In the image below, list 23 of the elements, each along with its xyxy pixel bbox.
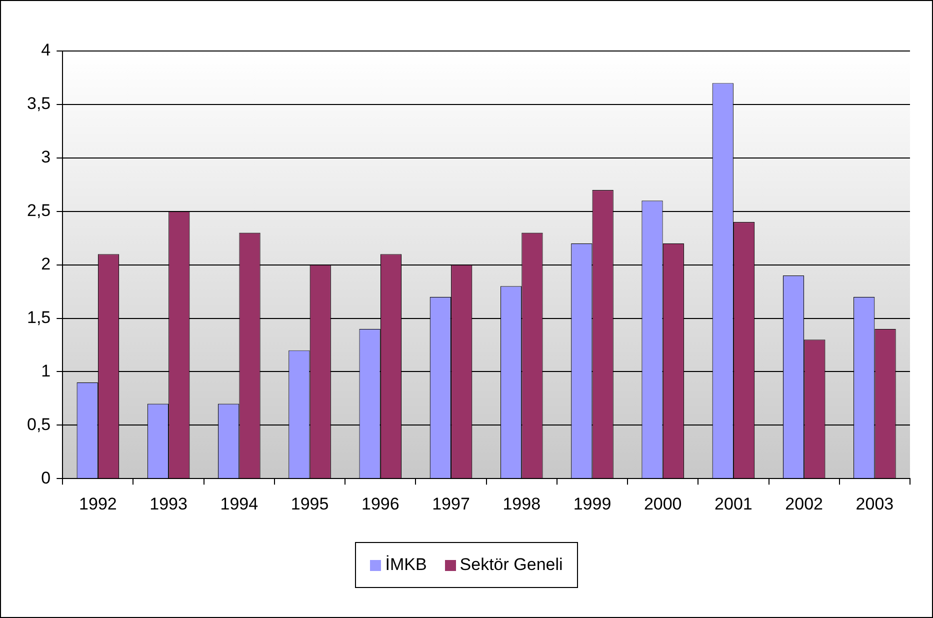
y-tick-label: 1,5	[26, 308, 51, 327]
x-tick-label: 1997	[432, 494, 470, 514]
x-tick-label: 1996	[361, 494, 400, 514]
y-tick-label: 4	[41, 40, 51, 60]
y-tick-label: 0,5	[26, 414, 51, 434]
legend-label: İMKB	[385, 555, 427, 575]
y-tick-label: 1	[41, 361, 51, 380]
x-tick-label: 1999	[573, 494, 612, 514]
legend-label: Sektör Geneli	[460, 555, 563, 575]
y-tick-label: 0	[41, 468, 51, 488]
x-tick-label: 1992	[79, 494, 117, 514]
y-tick-label: 3,5	[26, 94, 51, 114]
x-tick-label: 2003	[856, 494, 894, 514]
y-tick-label: 2,5	[26, 201, 51, 220]
y-tick-label: 2	[41, 254, 51, 274]
x-tick-label: 1998	[502, 494, 541, 514]
x-tick-label: 2000	[644, 494, 682, 514]
x-tick-label: 1995	[290, 494, 329, 514]
y-tick-label: 3	[41, 148, 51, 167]
x-tick-label: 2002	[785, 494, 823, 514]
x-tick-label: 1993	[150, 494, 188, 514]
x-tick-label: 1994	[220, 494, 258, 514]
x-tick-label: 2001	[714, 494, 752, 514]
